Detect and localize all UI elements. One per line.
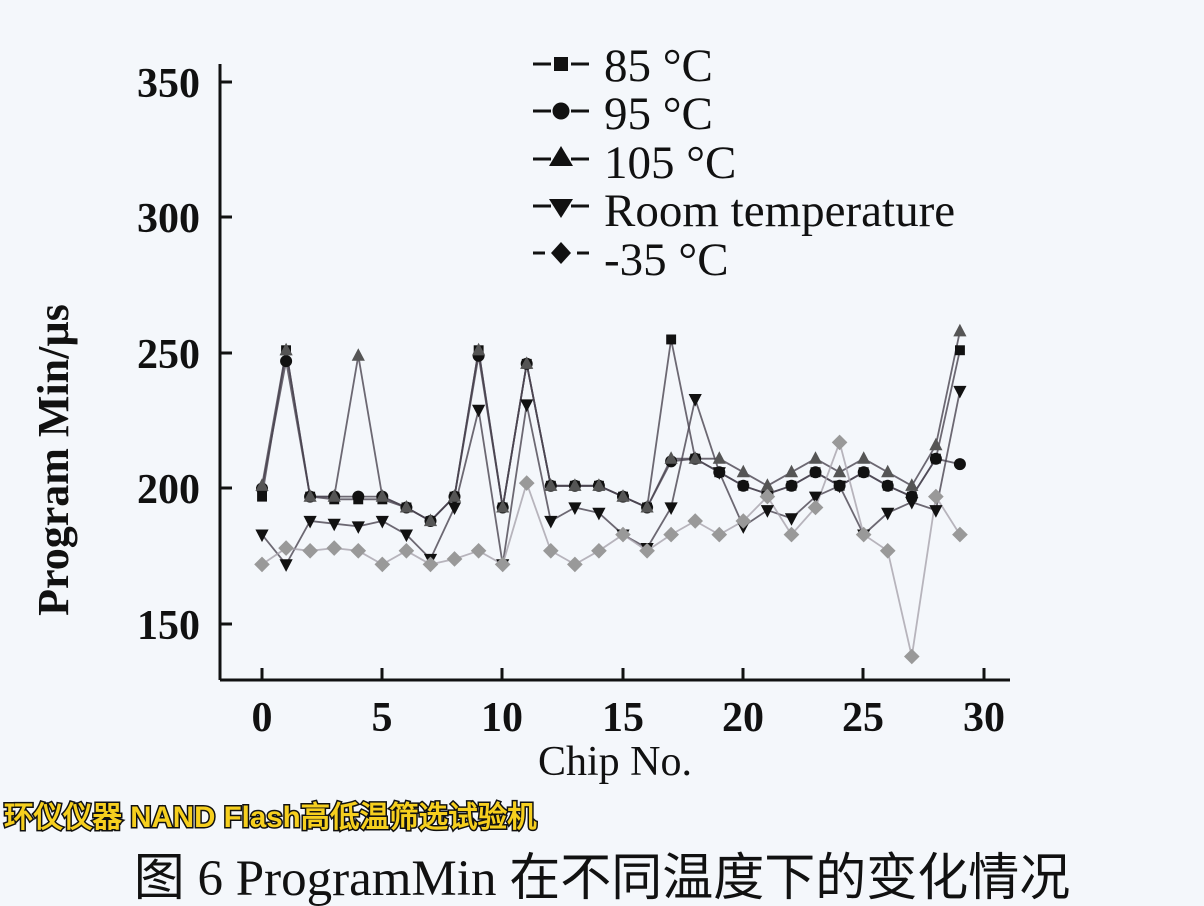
svg-text:300: 300 [137,196,200,242]
svg-text:Chip No.: Chip No. [538,739,692,785]
svg-text:15: 15 [602,695,644,741]
svg-text:0: 0 [252,695,273,741]
svg-text:20: 20 [722,695,764,741]
svg-text:85 °C: 85 °C [604,40,713,92]
svg-text:Program Min/µs: Program Min/µs [29,304,78,616]
svg-text:环仪仪器 NAND Flash高低温筛选试验机: 环仪仪器 NAND Flash高低温筛选试验机 [4,800,537,834]
svg-text:-35 °C: -35 °C [604,234,729,286]
svg-text:105 °C: 105 °C [604,137,736,189]
svg-text:350: 350 [137,61,200,107]
svg-text:10: 10 [481,695,523,741]
svg-text:30: 30 [963,695,1005,741]
svg-text:5: 5 [372,695,393,741]
svg-text:150: 150 [137,603,200,649]
svg-text:95 °C: 95 °C [604,88,713,140]
svg-text:25: 25 [842,695,884,741]
svg-text:Room temperature: Room temperature [604,185,955,237]
svg-text:250: 250 [137,332,200,378]
svg-text:200: 200 [137,467,200,513]
